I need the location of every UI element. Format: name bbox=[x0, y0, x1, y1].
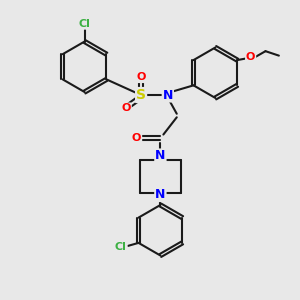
Text: O: O bbox=[132, 133, 141, 143]
Text: N: N bbox=[155, 149, 166, 162]
Text: N: N bbox=[163, 88, 173, 101]
Text: Cl: Cl bbox=[79, 19, 91, 29]
Text: N: N bbox=[155, 188, 166, 201]
Text: Cl: Cl bbox=[115, 242, 127, 252]
Text: O: O bbox=[136, 72, 146, 82]
Text: O: O bbox=[246, 52, 255, 62]
Text: S: S bbox=[136, 88, 146, 102]
Text: O: O bbox=[122, 103, 131, 113]
